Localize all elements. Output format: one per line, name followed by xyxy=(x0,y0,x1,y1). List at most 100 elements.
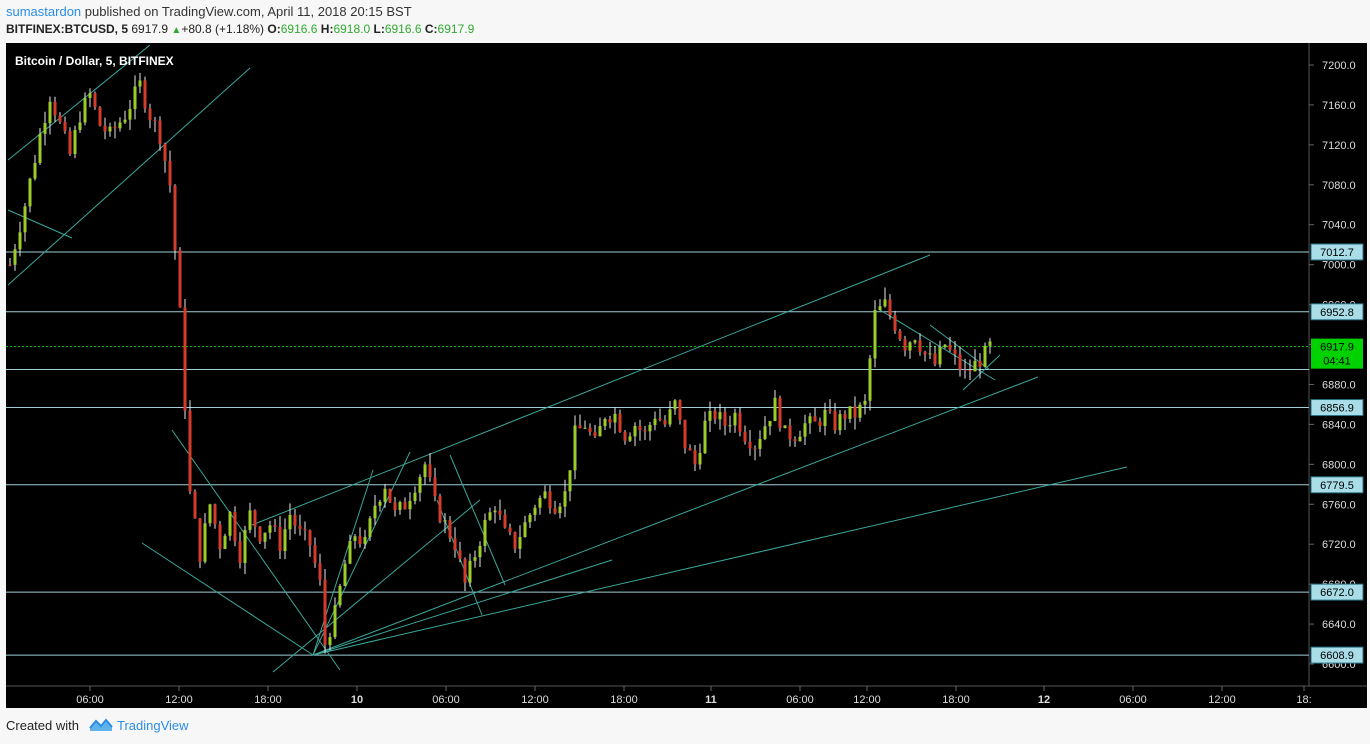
candle-up xyxy=(823,409,827,427)
candle-down xyxy=(828,409,832,411)
candle-up xyxy=(808,416,812,424)
symbol-label[interactable]: BITFINEX:BTCUSD, 5 xyxy=(6,22,129,36)
candle-up xyxy=(868,358,872,401)
candle-down xyxy=(608,418,612,423)
y-tick-label: 6760.0 xyxy=(1322,499,1356,511)
candle-up xyxy=(653,418,657,426)
price-chart[interactable]: 7200.07160.07120.07080.07040.07000.06960… xyxy=(0,0,1370,708)
published-text: published on TradingView.com, April 11, … xyxy=(81,4,412,19)
candle-down xyxy=(218,524,222,550)
candle-down xyxy=(843,414,847,419)
candle-up xyxy=(568,470,572,492)
candle-down xyxy=(278,526,282,552)
candle-down xyxy=(438,496,442,522)
candle-down xyxy=(428,464,432,478)
candle-down xyxy=(198,518,202,562)
candles xyxy=(8,72,992,654)
candle-up xyxy=(523,522,527,537)
candle-down xyxy=(508,527,512,533)
candle-down xyxy=(253,510,257,527)
candle-down xyxy=(238,541,242,564)
author-link[interactable]: sumastardon xyxy=(6,4,82,19)
candle-down xyxy=(298,525,302,530)
candle-down xyxy=(503,514,507,528)
candle-up xyxy=(633,425,637,437)
candle-up xyxy=(768,420,772,427)
candle-down xyxy=(458,550,462,559)
trend-line xyxy=(251,254,931,526)
candle-down xyxy=(693,450,697,465)
candle-down xyxy=(303,529,307,531)
candle-down xyxy=(103,125,107,132)
candle-up xyxy=(648,425,652,432)
candle-up xyxy=(528,514,532,523)
candle-down xyxy=(233,512,237,542)
candle-down xyxy=(153,120,157,122)
candle-up xyxy=(373,505,377,519)
y-tick-label: 6800.0 xyxy=(1322,459,1356,471)
price-level-label: 6672.0 xyxy=(1320,587,1354,599)
last-price: 6917.9 xyxy=(131,22,169,36)
tradingview-link[interactable]: TradingView xyxy=(117,718,189,733)
candle-up xyxy=(18,232,22,250)
trend-line xyxy=(312,376,1039,656)
x-tick-label: 12:00 xyxy=(521,694,549,706)
price-level-box xyxy=(1310,303,1364,321)
candle-up xyxy=(718,412,722,420)
candle-up xyxy=(398,502,402,510)
price-level-box xyxy=(1310,399,1364,417)
candle-down xyxy=(713,411,717,420)
x-tick-label: 11 xyxy=(705,694,717,706)
candle-down xyxy=(273,525,277,527)
candle-down xyxy=(753,448,757,450)
publish-info: sumastardon published on TradingView.com… xyxy=(6,4,412,19)
symbol-info: BITFINEX:BTCUSD, 5 6917.9 ▲+80.8 (+1.18%… xyxy=(6,22,474,36)
candle-up xyxy=(838,414,842,431)
trend-line xyxy=(312,466,1128,656)
candle-down xyxy=(433,477,437,497)
candle-down xyxy=(388,488,392,503)
x-tick-label: 10 xyxy=(351,694,363,706)
candle-up xyxy=(353,536,357,541)
candle-up xyxy=(943,344,947,348)
close-label: C: xyxy=(424,22,438,36)
candle-up xyxy=(408,500,412,510)
x-tick-label: 18:00 xyxy=(254,694,282,706)
candle-up xyxy=(803,423,807,437)
candle-up xyxy=(413,492,417,501)
x-tick-label: 12 xyxy=(1038,694,1050,706)
candle-down xyxy=(358,536,362,545)
x-tick-label: 12:00 xyxy=(165,694,193,706)
open-value: 6916.6 xyxy=(280,22,318,36)
high-value: 6918.0 xyxy=(333,22,371,36)
candle-up xyxy=(763,426,767,440)
x-tick-label: 18: xyxy=(1296,694,1311,706)
candle-down xyxy=(683,419,687,449)
y-tick-label: 7040.0 xyxy=(1322,220,1356,232)
candle-up xyxy=(423,464,427,478)
candle-down xyxy=(158,120,162,144)
candle-up xyxy=(913,340,917,343)
x-tick-label: 18:00 xyxy=(942,694,970,706)
candle-down xyxy=(743,431,747,442)
tradingview-logo-icon[interactable] xyxy=(88,716,114,734)
price-level-labels: 7012.7 6952.8 6856.9 6779.5 6672.0 6608.9 6917… xyxy=(1310,243,1364,664)
candle-down xyxy=(678,400,682,420)
price-level-box xyxy=(1310,476,1364,494)
trend-line xyxy=(449,454,506,586)
x-tick-label: 06:00 xyxy=(1119,694,1147,706)
candle-down xyxy=(923,351,927,355)
candle-down xyxy=(738,412,742,432)
candle-up xyxy=(983,345,987,367)
candle-up xyxy=(83,98,87,123)
candle-up xyxy=(543,491,547,499)
trend-line xyxy=(312,451,411,656)
candle-down xyxy=(173,185,177,251)
y-tick-label: 6640.0 xyxy=(1322,619,1356,631)
candle-up xyxy=(78,122,82,130)
candle-up xyxy=(378,501,382,506)
candle-up xyxy=(703,420,707,454)
candle-up xyxy=(733,412,737,426)
candle-up xyxy=(28,178,32,207)
candle-down xyxy=(963,369,967,371)
